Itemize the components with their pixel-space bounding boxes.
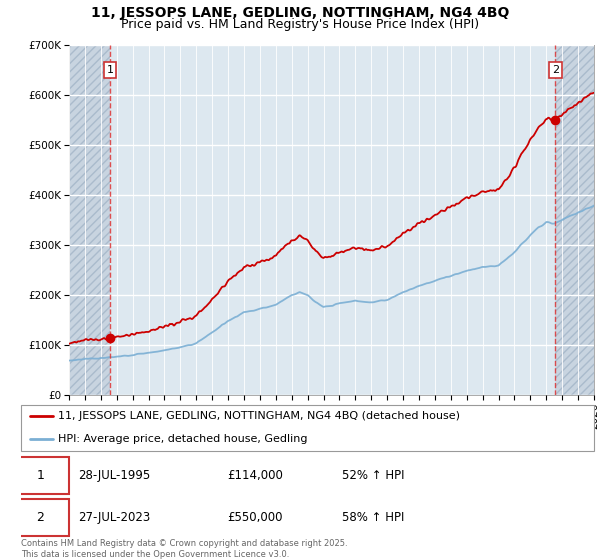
FancyBboxPatch shape — [13, 500, 68, 536]
Text: Price paid vs. HM Land Registry's House Price Index (HPI): Price paid vs. HM Land Registry's House … — [121, 18, 479, 31]
Text: £114,000: £114,000 — [227, 469, 283, 482]
Text: 1: 1 — [37, 469, 44, 482]
Text: 27-JUL-2023: 27-JUL-2023 — [79, 511, 151, 524]
Text: 28-JUL-1995: 28-JUL-1995 — [79, 469, 151, 482]
FancyBboxPatch shape — [21, 405, 594, 451]
Text: £550,000: £550,000 — [227, 511, 283, 524]
Text: HPI: Average price, detached house, Gedling: HPI: Average price, detached house, Gedl… — [58, 435, 308, 444]
Text: 58% ↑ HPI: 58% ↑ HPI — [342, 511, 404, 524]
Text: Contains HM Land Registry data © Crown copyright and database right 2025.
This d: Contains HM Land Registry data © Crown c… — [21, 539, 347, 559]
Text: 2: 2 — [37, 511, 44, 524]
FancyBboxPatch shape — [13, 458, 68, 494]
Text: 52% ↑ HPI: 52% ↑ HPI — [342, 469, 404, 482]
Text: 1: 1 — [106, 65, 113, 75]
Text: 11, JESSOPS LANE, GEDLING, NOTTINGHAM, NG4 4BQ (detached house): 11, JESSOPS LANE, GEDLING, NOTTINGHAM, N… — [58, 412, 460, 421]
Text: 11, JESSOPS LANE, GEDLING, NOTTINGHAM, NG4 4BQ: 11, JESSOPS LANE, GEDLING, NOTTINGHAM, N… — [91, 6, 509, 20]
Bar — [556, 45, 594, 395]
Bar — [69, 45, 110, 395]
Text: 2: 2 — [552, 65, 559, 75]
